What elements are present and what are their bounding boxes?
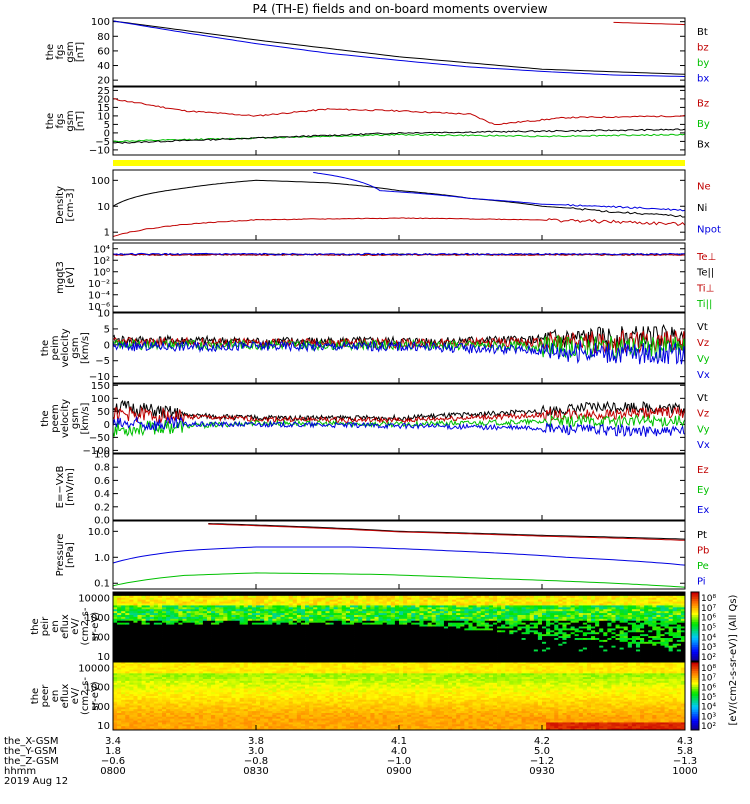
legend-fgs-gsm-1: By xyxy=(697,119,710,130)
legend-peem-velocity-1: Vz xyxy=(697,409,709,420)
legend-fgs-btotal-2: by xyxy=(697,58,709,69)
series-vt xyxy=(113,401,685,421)
panel-fgs-btotal-ytick-label: 100 xyxy=(91,17,110,28)
panel-density-ylabel: [cm-3] xyxy=(65,188,76,221)
legend-peim-velocity-2: Vy xyxy=(697,354,710,365)
legend-density-0: Ne xyxy=(697,182,711,193)
legend-fgs-btotal-1: bz xyxy=(697,42,709,53)
panel-pressure-ylabel: [nPa] xyxy=(65,542,76,568)
legend-e-field-0: Ez xyxy=(697,465,709,476)
panel-temperature-ytick-label: 10⁰ xyxy=(93,267,110,278)
legend-temperature-1: Te|| xyxy=(696,268,714,279)
panel-e-field-ytick-label: 0.4 xyxy=(94,489,110,500)
legend-density-2: Npot xyxy=(697,224,721,235)
series-bx xyxy=(113,129,685,143)
legend-peim-velocity-0: Vt xyxy=(697,322,708,333)
panel-temperature-ylabel: [eV] xyxy=(65,267,76,288)
legend-pressure-0: Pt xyxy=(697,530,707,541)
panel-peer-eflux-ytick-label: 10000 xyxy=(78,663,110,674)
panel-peer-eflux-ytick-label: 10 xyxy=(97,721,110,732)
legend-density-1: Ni xyxy=(697,203,707,214)
panel-density-ytick-label: 1 xyxy=(104,228,110,239)
mode-bar xyxy=(113,160,685,166)
panel-fgs-btotal-ytick-label: 80 xyxy=(97,32,110,43)
panel-peem-velocity-ytick-label: 150 xyxy=(91,381,110,392)
legend-e-field-1: Ey xyxy=(697,485,709,496)
spectrogram-peir-eflux xyxy=(113,592,685,661)
plot-title: P4 (TH-E) fields and on-board moments ov… xyxy=(252,2,547,16)
legend-temperature-0: Te⊥ xyxy=(696,252,716,263)
panel-fgs-btotal-ytick-label: 40 xyxy=(97,61,110,72)
panel-e-field-ytick-label: 0.8 xyxy=(94,463,110,474)
panel-peir-eflux-ytick-label: 1000 xyxy=(85,613,110,624)
legend-pressure-2: Pe xyxy=(697,561,709,572)
panel-e-field-ytick-label: 1.0 xyxy=(94,450,110,461)
panel-pressure-ytick-label: 0.1 xyxy=(94,579,110,590)
panel-e-field-ytick-label: 0.6 xyxy=(94,476,110,487)
legend-peim-velocity-1: Vz xyxy=(697,338,709,349)
legend-peem-velocity-0: Vt xyxy=(697,393,708,404)
panel-peim-velocity-ytick-label: 0 xyxy=(104,340,110,351)
series-bx xyxy=(113,21,685,77)
panel-peem-velocity-ytick-label: 0 xyxy=(104,420,110,431)
panel-density-ytick-label: 100 xyxy=(91,176,110,187)
legend-temperature-3: Ti|| xyxy=(696,299,712,310)
panel-e-field-ytick-label: 0.0 xyxy=(94,516,110,527)
panel-peem-velocity-ytick-label: −50 xyxy=(89,433,110,444)
legend-peem-velocity-3: Vx xyxy=(697,440,710,451)
legend-peem-velocity-2: Vy xyxy=(697,424,710,435)
panel-pressure-ytick-label: 1.0 xyxy=(94,553,110,564)
panel-fgs-gsm-ytick-label: −10 xyxy=(89,145,110,156)
panel-peem-velocity-ytick-label: 50 xyxy=(97,407,110,418)
series-npot xyxy=(313,173,685,211)
panel-density-ytick-label: 10 xyxy=(97,202,110,213)
series-bz xyxy=(113,99,685,125)
panel-peem-velocity-ytick-label: 100 xyxy=(91,394,110,405)
panel-peer-eflux-ytick-label: 1000 xyxy=(85,683,110,694)
panel-peir-eflux-ytick-label: 10 xyxy=(97,652,110,663)
legend-fgs-btotal-0: Bt xyxy=(697,27,708,38)
legend-pressure-1: Pb xyxy=(697,545,709,556)
panel-temperature-ytick-label: 10⁻⁴ xyxy=(88,290,110,301)
panel-peir-eflux-ytick-label: 10000 xyxy=(78,593,110,604)
legend-fgs-gsm-0: Bz xyxy=(697,98,709,109)
legend-e-field-2: Ex xyxy=(697,505,709,516)
panel-peim-velocity-ytick-label: 5 xyxy=(104,324,110,335)
series-ni xyxy=(113,180,685,217)
panel-temperature-ytick-label: 10⁻² xyxy=(88,279,110,290)
series-bz xyxy=(614,22,686,24)
panel-fgs-gsm-ylabel: [nT] xyxy=(75,111,86,131)
legend-peim-velocity-3: Vx xyxy=(697,370,710,381)
panel-peim-velocity-ytick-label: −5 xyxy=(95,356,110,367)
panel-peim-velocity-ylabel: [km/s] xyxy=(80,332,91,364)
panel-peer-eflux-ytick-label: 100 xyxy=(91,702,110,713)
panel-fgs-btotal-ylabel: [nT] xyxy=(75,42,86,62)
panel-pressure-ytick-label: 10.0 xyxy=(88,527,110,538)
legend-fgs-btotal-3: bx xyxy=(697,73,709,84)
legend-fgs-gsm-2: Bx xyxy=(697,140,710,151)
panel-temperature-ytick-label: 10² xyxy=(93,256,110,267)
panel-peim-velocity-ytick-label: 10 xyxy=(97,309,110,320)
series-ne xyxy=(113,218,685,237)
panel-e-field-ytick-label: 0.2 xyxy=(94,502,110,513)
panel-temperature-ytick-label: 10⁴ xyxy=(93,244,110,255)
panel-e-field-ylabel: [mV/m] xyxy=(65,468,76,506)
series-pt xyxy=(208,524,685,540)
series-pi xyxy=(113,547,685,565)
panel-peem-velocity-ylabel: [km/s] xyxy=(80,402,91,434)
legend-temperature-2: Ti⊥ xyxy=(696,283,714,294)
panel-peir-eflux-ytick-label: 100 xyxy=(91,633,110,644)
legend-pressure-3: Pi xyxy=(697,576,706,587)
series-bt xyxy=(113,21,685,74)
panel-fgs-btotal-ytick-label: 60 xyxy=(97,46,110,57)
